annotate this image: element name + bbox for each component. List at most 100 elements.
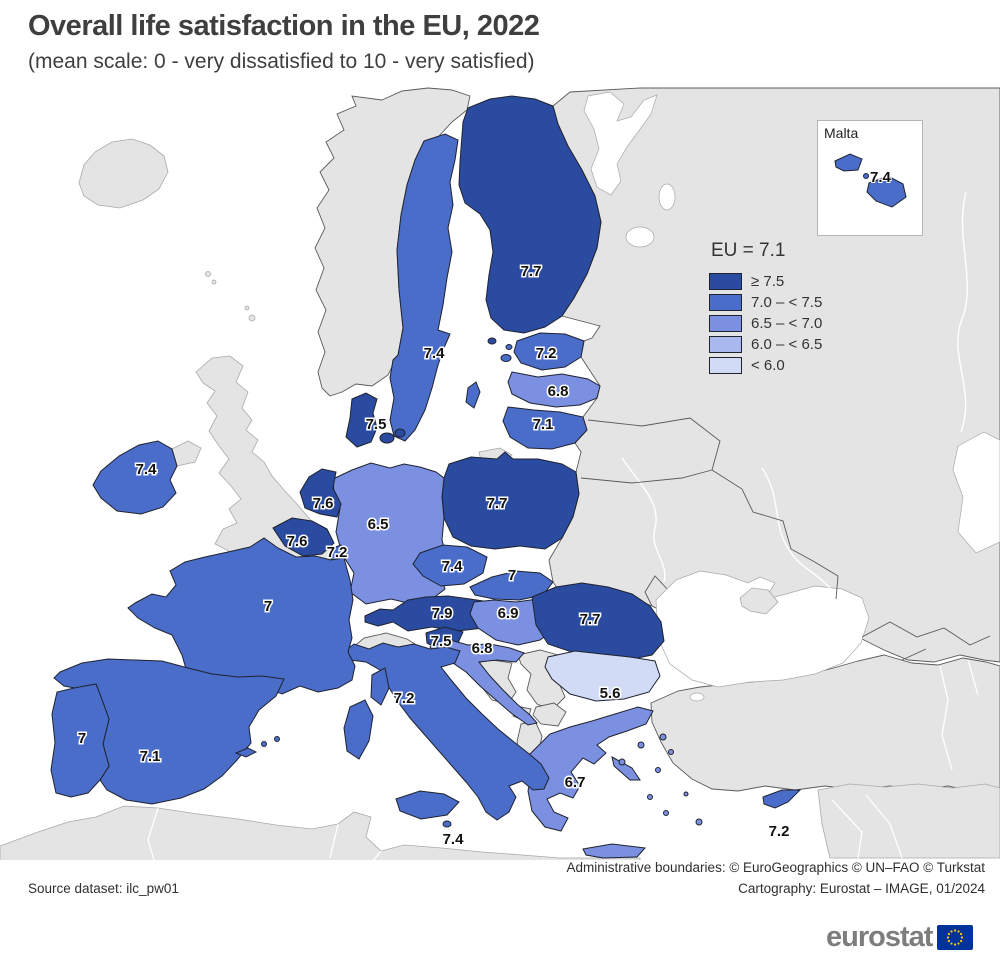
country-denmark xyxy=(345,392,378,448)
label-cyprus: 7.2 xyxy=(769,823,790,840)
country-czechia xyxy=(412,544,488,587)
label-estonia: 7.2 xyxy=(536,345,557,362)
legend-swatch-class3 xyxy=(709,315,742,332)
country-italy xyxy=(340,642,550,821)
island-gotland xyxy=(465,381,481,409)
country-ireland xyxy=(92,440,178,515)
country-finland xyxy=(458,95,602,334)
label-denmark: 7.5 xyxy=(366,416,387,433)
label-france: 7 xyxy=(264,598,272,615)
label-netherlands: 7.6 xyxy=(313,495,334,512)
country-norway xyxy=(314,87,471,397)
label-romania: 7.7 xyxy=(580,611,601,628)
legend-row: 7.0 – < 7.5 xyxy=(709,292,822,313)
non-eu-borders xyxy=(580,417,991,661)
malta-inset-value: 7.4 xyxy=(870,169,891,186)
country-cyprus xyxy=(762,789,802,809)
malta-inset-title: Malta xyxy=(824,125,859,141)
malta-inset-box: Malta 7.4 xyxy=(817,120,923,236)
island-malta xyxy=(866,175,907,208)
seas-and-rivers xyxy=(147,91,1000,860)
country-greece xyxy=(526,706,654,832)
caspian-sea xyxy=(952,431,1000,554)
label-austria: 7.9 xyxy=(432,605,453,622)
country-netherlands xyxy=(299,468,342,518)
label-greece: 6.7 xyxy=(565,774,586,791)
country-iceland xyxy=(78,138,169,209)
label-czechia: 7.4 xyxy=(442,558,464,575)
country-belgium xyxy=(272,517,335,557)
region-north-africa xyxy=(0,805,641,860)
country-malta-main-map xyxy=(442,820,452,828)
legend-row: ≥ 7.5 xyxy=(709,271,822,292)
footer-cartography: Cartography: Eurostat – IMAGE, 01/2024 xyxy=(738,881,985,896)
label-malta: 7.4 xyxy=(443,831,465,848)
label-ireland: 7.4 xyxy=(136,461,158,478)
malta-inset-map xyxy=(834,153,907,208)
legend-eu-average: EU = 7.1 xyxy=(711,240,786,261)
label-belgium: 7.6 xyxy=(287,533,308,550)
eurostat-wordmark: eurostat xyxy=(826,921,933,953)
legend-row: 6.0 – < 6.5 xyxy=(709,334,822,355)
legend-row: 6.5 – < 7.0 xyxy=(709,313,822,334)
crimea-peninsula xyxy=(739,587,779,615)
label-sweden: 7.4 xyxy=(424,345,446,362)
page-subtitle: (mean scale: 0 - very dissatisfied to 10… xyxy=(28,50,535,73)
country-portugal xyxy=(50,683,110,798)
legend-swatch-class4 xyxy=(709,336,742,353)
footer-boundaries: Administrative boundaries: © EuroGeograp… xyxy=(566,860,985,875)
country-bulgaria xyxy=(544,650,661,702)
country-estonia xyxy=(513,332,585,371)
label-bulgaria: 5.6 xyxy=(600,685,621,702)
country-north-macedonia xyxy=(532,702,567,727)
island-crete xyxy=(582,843,647,859)
island-sicily xyxy=(395,790,460,820)
eurostat-logo: eurostat xyxy=(826,921,974,954)
sea-of-marmara xyxy=(689,692,705,702)
islands-balearic xyxy=(234,747,258,758)
footer-source: Source dataset: ilc_pw01 xyxy=(28,881,179,896)
region-levant xyxy=(817,783,1000,859)
label-latvia: 6.8 xyxy=(548,383,569,400)
country-sweden xyxy=(389,133,459,442)
label-slovakia: 7 xyxy=(508,567,516,584)
legend-row: < 6.0 xyxy=(709,355,822,376)
country-latvia xyxy=(507,371,601,408)
island-comino xyxy=(863,173,869,179)
label-croatia: 6.8 xyxy=(472,640,493,657)
page-title: Overall life satisfaction in the EU, 202… xyxy=(28,10,540,42)
legend-swatch-class2 xyxy=(709,294,742,311)
country-romania xyxy=(531,582,665,661)
country-croatia xyxy=(429,639,538,726)
label-portugal: 7 xyxy=(78,730,86,747)
country-slovakia xyxy=(469,570,554,601)
non-eu-landmasses xyxy=(0,87,1000,860)
country-value-labels: 7.7 7.4 7.2 6.8 7.1 7.5 7.4 7.6 7.6 7.2 … xyxy=(76,262,791,850)
lake-ladoga xyxy=(625,226,655,248)
label-hungary: 6.9 xyxy=(498,605,519,622)
label-spain: 7.1 xyxy=(140,748,161,765)
island-aland xyxy=(487,337,497,345)
label-italy: 7.2 xyxy=(394,690,415,707)
label-finland: 7.7 xyxy=(521,263,542,280)
label-germany: 6.5 xyxy=(368,516,389,533)
label-poland: 7.7 xyxy=(487,495,508,512)
eu-countries xyxy=(50,95,802,859)
map-legend: EU = 7.1 ≥ 7.5 7.0 – < 7.5 6.5 – < 7.0 6… xyxy=(709,240,822,376)
black-sea xyxy=(655,570,870,688)
white-sea xyxy=(583,91,658,196)
country-lithuania xyxy=(502,406,588,450)
island-corsica xyxy=(370,667,390,706)
legend-swatch-class5 xyxy=(709,357,742,374)
label-slovenia: 7.5 xyxy=(431,633,452,650)
island-sardinia xyxy=(343,699,374,760)
island-gozo xyxy=(834,153,863,172)
legend-swatch-class1 xyxy=(709,273,742,290)
label-lithuania: 7.1 xyxy=(533,416,554,433)
eu-flag-icon xyxy=(937,925,974,950)
country-poland xyxy=(441,451,580,550)
europe-choropleth-map: 7.7 7.4 7.2 6.8 7.1 7.5 7.4 7.6 7.6 7.2 … xyxy=(0,87,1000,860)
lake-onega xyxy=(658,183,676,211)
label-luxembourg: 7.2 xyxy=(327,544,348,561)
